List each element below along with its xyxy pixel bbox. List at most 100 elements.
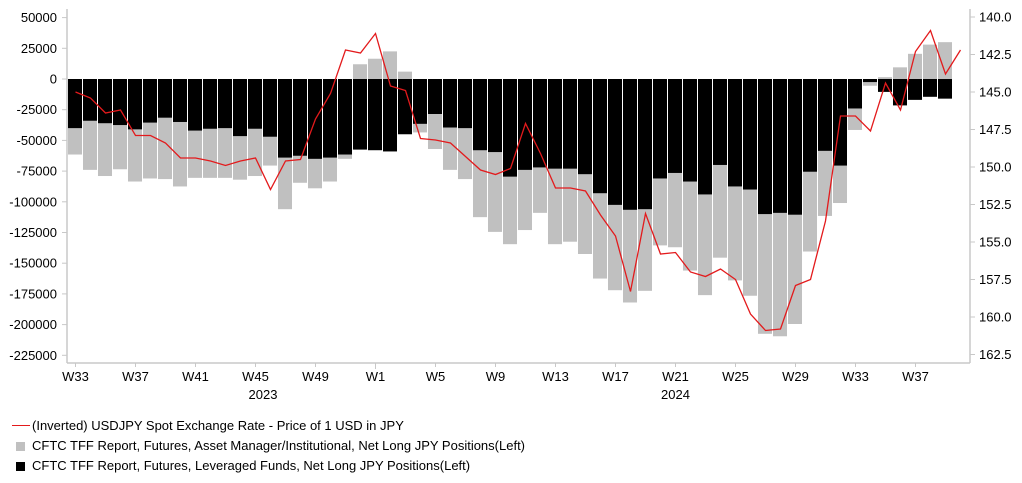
leveraged-funds-bar xyxy=(293,79,307,156)
leveraged-funds-bar xyxy=(338,79,352,155)
left-axis-tick-label: -175000 xyxy=(9,286,57,301)
leveraged-funds-bar xyxy=(113,79,127,126)
leveraged-funds-bar xyxy=(848,79,862,109)
leveraged-funds-bar xyxy=(173,79,187,122)
leveraged-funds-bar xyxy=(608,79,622,205)
leveraged-funds-bar xyxy=(728,79,742,187)
left-axis-tick-label: -200000 xyxy=(9,317,57,332)
leveraged-funds-bar xyxy=(323,79,337,158)
x-axis-tick-label: W45 xyxy=(242,369,269,384)
leveraged-funds-bar xyxy=(278,79,292,158)
leveraged-funds-bar xyxy=(248,79,262,129)
leveraged-funds-bar xyxy=(188,79,202,131)
leveraged-funds-bar xyxy=(563,79,577,169)
leveraged-funds-bar xyxy=(68,79,82,129)
asset-manager-bar xyxy=(908,53,922,79)
x-axis-tick-label: W1 xyxy=(366,369,386,384)
leveraged-funds-bar xyxy=(668,79,682,173)
right-axis-tick-label: 160.0 xyxy=(979,310,1012,325)
leveraged-funds-bar xyxy=(548,79,562,169)
left-axis-tick-label: -25000 xyxy=(17,102,57,117)
x-axis-tick-label: W33 xyxy=(842,369,869,384)
right-axis-tick-label: 157.5 xyxy=(979,272,1012,287)
x-axis-tick-label: W9 xyxy=(486,369,506,384)
leveraged-funds-bar xyxy=(773,79,787,213)
asset-manager-bar xyxy=(893,67,907,79)
left-axis-tick-label: -125000 xyxy=(9,225,57,240)
x-axis-tick-label: W17 xyxy=(602,369,629,384)
left-axis-tick-label: 25000 xyxy=(21,41,57,56)
left-axis-tick-label: -225000 xyxy=(9,348,57,363)
left-axis-tick-label: -75000 xyxy=(17,164,57,179)
x-axis-tick-label: W41 xyxy=(182,369,209,384)
leveraged-funds-bar xyxy=(158,79,172,118)
leveraged-funds-bar xyxy=(803,79,817,172)
asset-manager-bar xyxy=(398,71,412,79)
leveraged-funds-bar xyxy=(683,79,697,182)
right-axis-tick-label: 155.0 xyxy=(979,235,1012,250)
legend-item-leveraged-funds: CFTC TFF Report, Futures, Leveraged Fund… xyxy=(0,456,525,476)
x-axis-tick-label: W13 xyxy=(542,369,569,384)
leveraged-funds-bar xyxy=(458,79,472,129)
leveraged-funds-bar xyxy=(908,79,922,100)
leveraged-funds-bar xyxy=(578,79,592,175)
legend-label: (Inverted) USDJPY Spot Exchange Rate - P… xyxy=(32,418,404,433)
leveraged-funds-bar xyxy=(98,79,112,124)
x-axis-tick-label: W37 xyxy=(902,369,929,384)
leveraged-funds-bar xyxy=(533,79,547,168)
x-axis-year-label: 2023 xyxy=(249,387,278,402)
left-axis-tick-label: -100000 xyxy=(9,194,57,209)
legend-line-swatch-icon xyxy=(12,425,30,426)
leveraged-funds-bar xyxy=(653,79,667,179)
leveraged-funds-bar xyxy=(698,79,712,195)
asset-manager-bar xyxy=(863,79,877,86)
x-axis-tick-label: W37 xyxy=(122,369,149,384)
leveraged-funds-bar xyxy=(143,79,157,123)
left-axis-tick-label: 0 xyxy=(50,72,57,87)
leveraged-funds-bar xyxy=(128,79,142,130)
leveraged-funds-bar xyxy=(623,79,637,210)
leveraged-funds-bar xyxy=(758,79,772,215)
right-axis-tick-label: 152.5 xyxy=(979,197,1012,212)
legend-label: CFTC TFF Report, Futures, Leveraged Fund… xyxy=(32,458,471,473)
right-axis-tick-label: 150.0 xyxy=(979,160,1012,175)
legend: (Inverted) USDJPY Spot Exchange Rate - P… xyxy=(0,416,525,476)
left-axis-tick-label: -50000 xyxy=(17,133,57,148)
left-axis-tick-label: -150000 xyxy=(9,256,57,271)
leveraged-funds-bar xyxy=(443,79,457,128)
leveraged-funds-bars xyxy=(68,79,952,215)
right-axis-tick-label: 142.5 xyxy=(979,47,1012,62)
leveraged-funds-bar xyxy=(818,79,832,151)
leveraged-funds-bar xyxy=(233,79,247,137)
leveraged-funds-bar xyxy=(428,79,442,114)
leveraged-funds-bar xyxy=(398,79,412,135)
x-axis-tick-label: W29 xyxy=(782,369,809,384)
legend-item-usdjpy: (Inverted) USDJPY Spot Exchange Rate - P… xyxy=(0,416,525,436)
right-axis-tick-label: 140.0 xyxy=(979,10,1012,25)
leveraged-funds-bar xyxy=(368,79,382,151)
x-axis-tick-label: W5 xyxy=(426,369,446,384)
x-axis-tick-label: W49 xyxy=(302,369,329,384)
leveraged-funds-bar xyxy=(83,79,97,121)
leveraged-funds-bar xyxy=(713,79,727,165)
legend-gray-square-icon xyxy=(16,442,25,451)
leveraged-funds-bar xyxy=(593,79,607,194)
leveraged-funds-bar xyxy=(473,79,487,151)
leveraged-funds-bar xyxy=(638,79,652,210)
asset-manager-bar xyxy=(353,64,367,79)
right-axis-tick-label: 145.0 xyxy=(979,85,1012,100)
asset-manager-bar xyxy=(923,44,937,79)
leveraged-funds-bar xyxy=(353,79,367,150)
leveraged-funds-bar xyxy=(413,79,427,124)
usdjpy-line xyxy=(75,29,962,332)
x-axis-year-label: 2024 xyxy=(661,387,690,402)
leveraged-funds-bar xyxy=(923,79,937,97)
leveraged-funds-bar xyxy=(503,79,517,177)
x-axis-tick-label: W21 xyxy=(662,369,689,384)
legend-label: CFTC TFF Report, Futures, Asset Manager/… xyxy=(32,438,526,453)
axes: 50000 25000 0 -25000 -50000 -75000 -100000 -125… xyxy=(9,9,1012,402)
x-axis-tick-label: W33 xyxy=(62,369,89,384)
asset-manager-bar xyxy=(368,58,382,79)
leveraged-funds-bar xyxy=(383,79,397,152)
leveraged-funds-bar xyxy=(263,79,277,137)
